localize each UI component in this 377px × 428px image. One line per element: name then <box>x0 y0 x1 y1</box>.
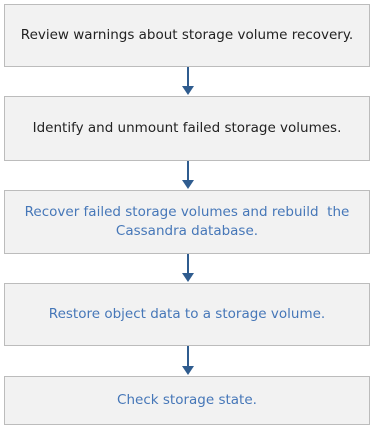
step-box: Recover failed storage volumes and rebui… <box>4 190 370 254</box>
step-box: Check storage state. <box>4 376 370 425</box>
step-text: Identify and unmount failed storage volu… <box>32 120 342 136</box>
step-text: Recover failed storage volumes and rebui… <box>24 204 350 220</box>
step-text: Review warnings about storage volume rec… <box>20 27 354 43</box>
step-text: Restore object data to a storage volume. <box>48 306 326 322</box>
step-box: Review warnings about storage volume rec… <box>4 4 370 67</box>
arrow-head <box>182 273 194 282</box>
arrow-head <box>182 366 194 375</box>
arrow-head <box>182 180 194 189</box>
arrow-head <box>182 86 194 95</box>
step-text: Cassandra database. <box>115 223 259 239</box>
step-box: Identify and unmount failed storage volu… <box>4 96 370 161</box>
step-box: Restore object data to a storage volume. <box>4 283 370 346</box>
step-text: Check storage state. <box>117 392 257 408</box>
